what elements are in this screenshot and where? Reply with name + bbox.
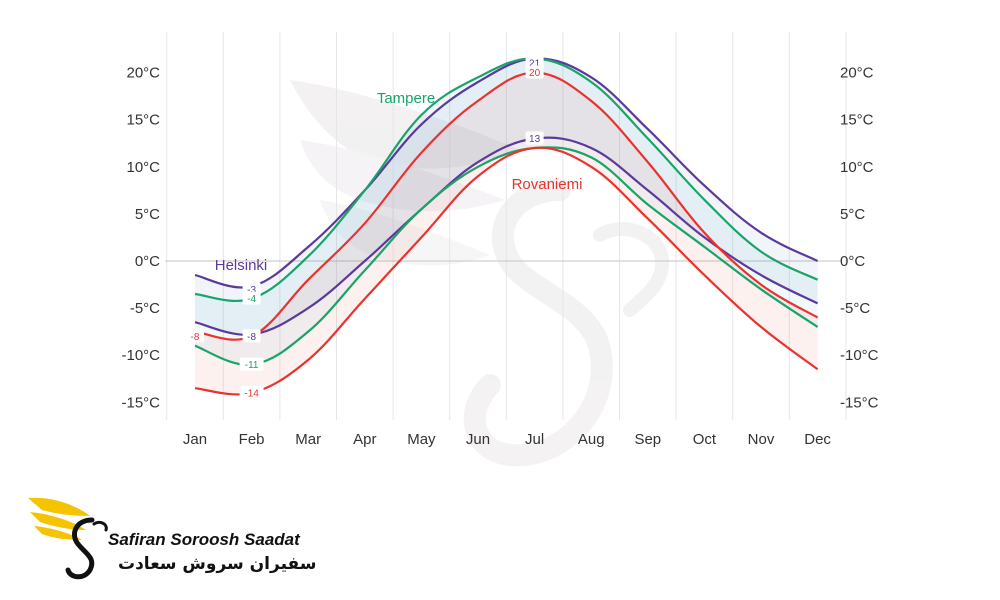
y-tick-label-right: -5°C (840, 300, 870, 317)
point-label: -3 (247, 285, 256, 296)
grid (165, 32, 847, 420)
x-tick-label: Nov (748, 431, 775, 448)
point-label-bg (525, 65, 544, 79)
point-label: 20 (529, 68, 541, 79)
x-tick-label: Sep (634, 431, 661, 448)
brand: Safiran Soroosh Saadat سفیران سروش سعادت (20, 490, 320, 590)
x-tick-label: May (407, 431, 436, 448)
point-label: -8 (191, 332, 200, 343)
point-label-bg (239, 385, 264, 399)
y-tick-label-left: -5°C (130, 300, 160, 317)
point-label: 13 (529, 134, 541, 145)
y-tick-label-left: 10°C (126, 159, 160, 176)
y-tick-label-left: -10°C (121, 347, 160, 364)
data-labels: -3 -8 21 13 -4 -11 -8 -14 20 Tampere Helsinki Rovan… (186, 56, 582, 399)
point-label-bg (242, 291, 261, 305)
x-tick-label: Apr (353, 431, 376, 448)
y-tick-label-right: -10°C (840, 347, 879, 364)
winged-s-watermark-icon (290, 80, 670, 467)
series-line-helsinki-low (194, 136, 819, 336)
point-label-bg (525, 131, 544, 145)
point-label: 21 (529, 59, 541, 70)
brand-name-en: Safiran Soroosh Saadat (108, 530, 300, 549)
winged-s-logo-icon (28, 497, 108, 580)
point-label-bg (186, 329, 204, 343)
series-label-tampere: Tampere (377, 90, 435, 107)
series-lines (194, 57, 819, 396)
x-tick-label: Jan (183, 431, 207, 448)
point-label: -14 (244, 388, 259, 399)
x-tick-label: Jul (525, 431, 544, 448)
y-tick-label-right: -15°C (840, 394, 879, 411)
series-label-rovaniemi: Rovaniemi (512, 176, 583, 193)
point-label: -4 (247, 294, 256, 305)
y-tick-label-right: 15°C (840, 112, 874, 129)
series-line-tampere-high (194, 57, 819, 303)
point-label: -8 (247, 332, 256, 343)
brand-name-fa: سفیران سروش سعادت (118, 554, 317, 574)
y-tick-label-left: 5°C (135, 206, 160, 223)
point-label-bg (239, 357, 264, 371)
x-tick-label: Feb (239, 431, 265, 448)
axis-ticks: Jan Feb Mar Apr May Jun Jul Aug Sep Oct Nov Dec 20°C… (121, 65, 878, 448)
point-label: -11 (245, 360, 259, 371)
y-tick-label-left: 0°C (135, 253, 160, 270)
x-tick-label: Dec (804, 431, 831, 448)
series-line-tampere-low (194, 146, 819, 366)
y-tick-label-right: 10°C (840, 159, 874, 176)
y-tick-label-right: 20°C (840, 65, 874, 82)
x-tick-label: Oct (693, 431, 717, 448)
y-tick-label-left: -15°C (121, 394, 160, 411)
y-tick-label-left: 20°C (126, 65, 160, 82)
y-tick-label-left: 15°C (126, 112, 160, 129)
series-line-rovaniemi-high (194, 71, 819, 341)
point-label-bg (242, 329, 261, 343)
y-tick-label-right: 0°C (840, 253, 865, 270)
series-line-helsinki-high (194, 57, 819, 289)
x-tick-label: Jun (466, 431, 490, 448)
band-helsinki (195, 58, 818, 335)
series-line-rovaniemi-low (194, 146, 819, 396)
x-tick-label: Mar (295, 431, 321, 448)
series-label-helsinki: Helsinki (215, 257, 268, 274)
y-tick-label-right: 5°C (840, 206, 865, 223)
x-tick-label: Aug (578, 431, 605, 448)
